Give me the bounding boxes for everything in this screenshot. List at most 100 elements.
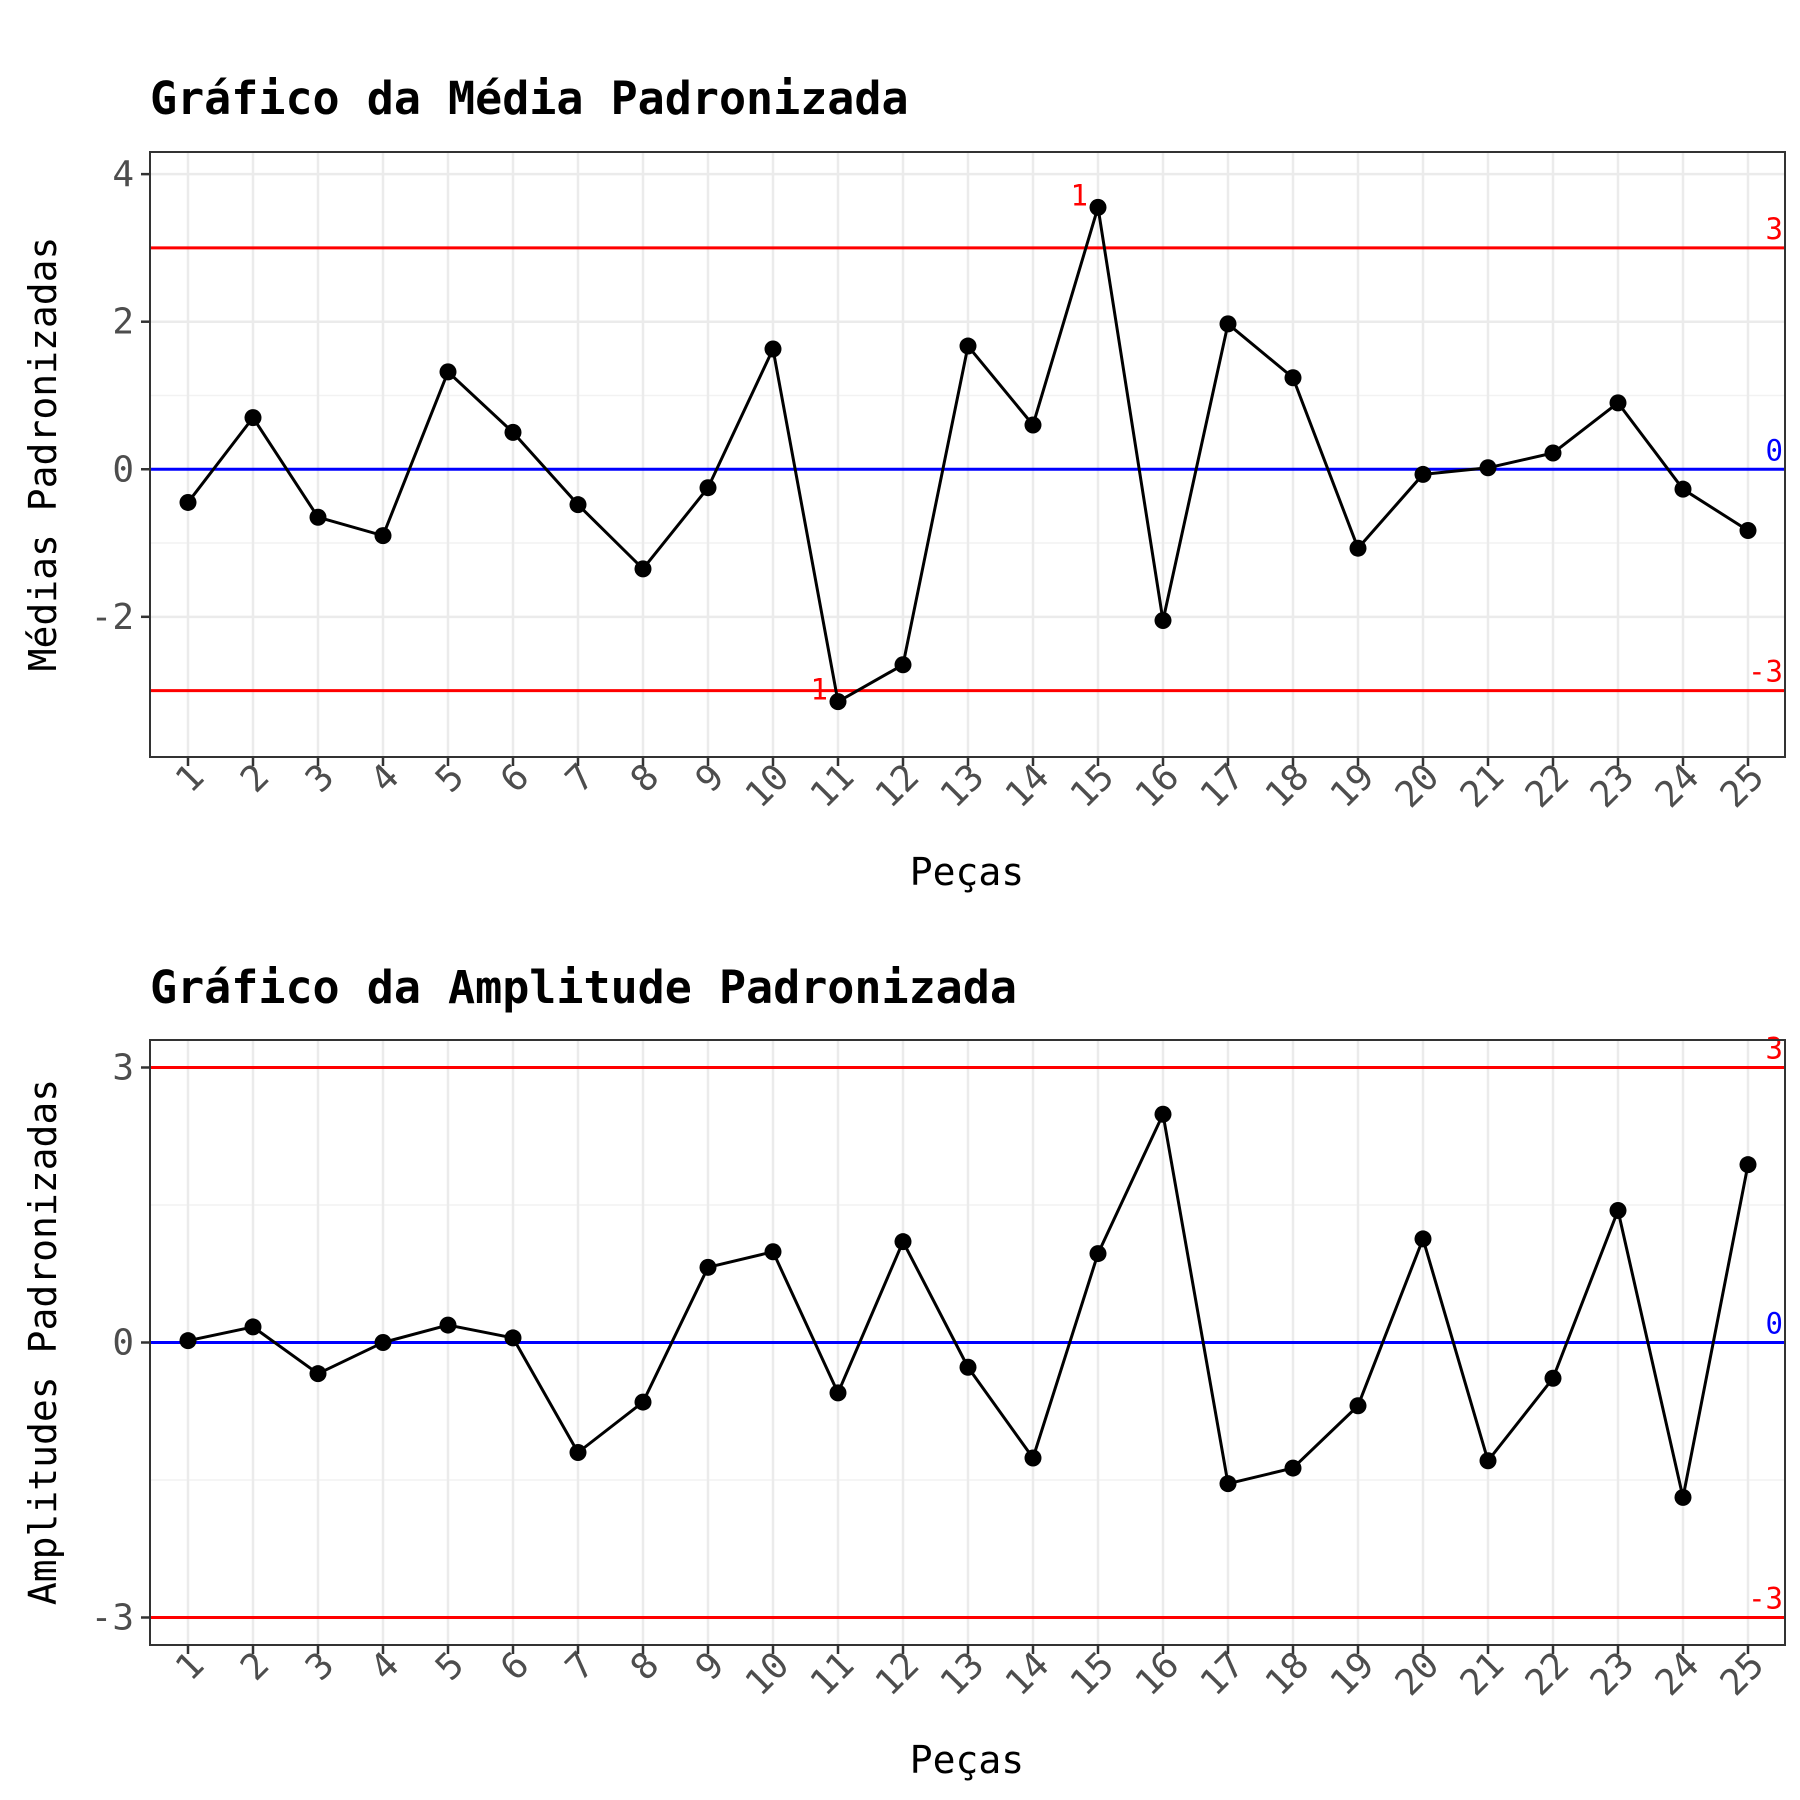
data-point [1089, 1245, 1107, 1263]
data-point [374, 527, 392, 545]
reference-line-label: 0 [1766, 433, 1783, 467]
data-point [1284, 1459, 1302, 1477]
point-annotation: 1 [811, 673, 828, 707]
x-tick-label: 11 [803, 756, 863, 816]
x-tick-label: 25 [1713, 1644, 1773, 1704]
x-tick-label: 15 [1063, 1644, 1123, 1704]
chart-title: Gráfico da Média Padronizada [150, 72, 909, 125]
x-tick-label: 5 [428, 756, 472, 800]
x-tick-label: 8 [623, 1644, 667, 1688]
x-tick-label: 10 [738, 756, 798, 816]
data-point [829, 1384, 847, 1402]
x-tick-label: 9 [688, 756, 732, 800]
series [179, 1105, 1757, 1506]
y-tick-label: 3 [112, 1048, 134, 1089]
y-tick-label: 4 [112, 154, 134, 195]
data-point [634, 1393, 652, 1411]
y-axis: -3 0 3 [91, 1048, 150, 1639]
x-tick-label: 8 [623, 756, 667, 800]
data-point [439, 363, 457, 381]
chart-title: Gráfico da Amplitude Padronizada [150, 961, 1017, 1014]
data-point [959, 337, 977, 355]
x-tick-label: 5 [428, 1644, 472, 1688]
data-point [1284, 369, 1302, 387]
range-chart: Gráfico da Amplitude Padronizada 3 0 -3 -3… [21, 961, 1786, 1782]
x-tick-label: 4 [363, 756, 407, 800]
series [179, 198, 1757, 711]
data-point [569, 1444, 587, 1461]
x-tick-label: 21 [1453, 756, 1513, 816]
x-tick-label: 13 [933, 756, 993, 816]
data-point [244, 1318, 262, 1336]
x-tick-label: 25 [1713, 756, 1773, 816]
x-tick-label: 17 [1193, 1644, 1253, 1704]
x-tick-label: 14 [998, 1644, 1058, 1704]
x-tick-label: 14 [998, 756, 1058, 816]
data-point [1154, 1105, 1172, 1123]
x-tick-label: 12 [868, 756, 928, 816]
data-point [1544, 1369, 1562, 1387]
data-point [699, 1258, 717, 1276]
data-point [1024, 1449, 1042, 1467]
data-point [1739, 521, 1757, 539]
x-tick-label: 10 [738, 1644, 798, 1704]
data-point [829, 693, 847, 711]
data-point [699, 479, 717, 497]
y-tick-label: 0 [112, 449, 134, 490]
reference-line-label: 3 [1766, 1032, 1783, 1066]
y-axis-title: Amplitudes Padronizadas [21, 1079, 65, 1605]
x-tick-label: 24 [1648, 1644, 1708, 1704]
data-point [959, 1358, 977, 1376]
x-tick-label: 20 [1388, 756, 1448, 816]
x-tick-label: 16 [1128, 1644, 1188, 1704]
data-point [1349, 539, 1367, 557]
reference-line-label: -3 [1748, 1582, 1783, 1616]
data-point [1089, 198, 1107, 216]
data-point [1154, 612, 1172, 630]
x-tick-label: 11 [803, 1644, 863, 1704]
x-tick-label: 21 [1453, 1644, 1513, 1704]
x-tick-label: 2 [233, 756, 277, 800]
x-axis: 1 2 3 4 5 6 7 8 9 10 11 12 13 14 15 16 17 18 19 20 21 22 23 24 2… [168, 756, 1772, 816]
data-point [764, 1243, 782, 1261]
x-tick-label: 15 [1063, 756, 1123, 816]
y-tick-label: 2 [112, 302, 134, 343]
x-tick-label: 18 [1258, 756, 1318, 816]
x-tick-label: 1 [168, 1644, 212, 1688]
data-point [504, 423, 522, 441]
x-tick-label: 7 [558, 1644, 602, 1688]
x-tick-label: 4 [363, 1644, 407, 1688]
x-tick-label: 18 [1258, 1644, 1318, 1704]
data-point [1414, 465, 1432, 483]
annotations: 11 [811, 178, 1088, 706]
reference-line-label: -3 [1748, 655, 1783, 689]
data-point [179, 493, 197, 511]
data-point [1349, 1397, 1367, 1415]
reference-line-label: 0 [1766, 1307, 1783, 1341]
x-tick-label: 1 [168, 756, 212, 800]
x-tick-label: 2 [233, 1644, 277, 1688]
y-tick-label: 0 [112, 1323, 134, 1364]
data-point [1674, 480, 1692, 498]
reference-lines: 3 0 -3 [150, 1032, 1785, 1619]
x-tick-label: 6 [493, 756, 537, 800]
x-axis-title: Peças [910, 1738, 1024, 1782]
data-point [1219, 315, 1237, 333]
point-annotation: 1 [1071, 178, 1088, 212]
data-point [309, 1365, 327, 1383]
data-point [1609, 394, 1627, 412]
mean-chart: Gráfico da Média Padronizada 30-3 11 -20… [21, 72, 1786, 894]
x-axis-title: Peças [910, 850, 1024, 894]
x-tick-label: 7 [558, 756, 602, 800]
data-point [244, 409, 262, 427]
x-tick-label: 22 [1518, 756, 1578, 816]
x-tick-label: 22 [1518, 1644, 1578, 1704]
data-point [1739, 1156, 1757, 1174]
data-point [504, 1329, 522, 1347]
data-point [569, 496, 587, 514]
data-point [894, 656, 912, 674]
data-point [374, 1334, 392, 1351]
y-tick-label: -3 [91, 1598, 134, 1639]
x-tick-label: 6 [493, 1644, 537, 1688]
x-tick-label: 23 [1583, 1644, 1643, 1704]
